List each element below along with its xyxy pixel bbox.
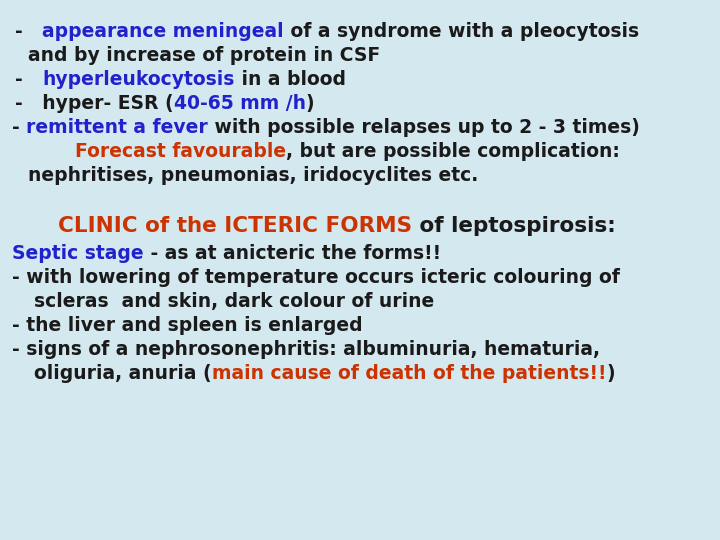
Text: main cause of death of the patients!!: main cause of death of the patients!! [212, 364, 606, 383]
Text: - signs of a nephrosonephritis: albuminuria, hematuria,: - signs of a nephrosonephritis: albuminu… [12, 340, 600, 359]
Text: of a syndrome with a pleocytosis: of a syndrome with a pleocytosis [284, 22, 639, 41]
Text: - as at anicteric the forms!!: - as at anicteric the forms!! [143, 244, 441, 263]
Text: - the liver and spleen is enlarged: - the liver and spleen is enlarged [12, 316, 363, 335]
Text: ): ) [606, 364, 615, 383]
Text: - with lowering of temperature occurs icteric colouring of: - with lowering of temperature occurs ic… [12, 268, 620, 287]
Text: CLINIC of the ICTERIC FORMS: CLINIC of the ICTERIC FORMS [58, 216, 412, 236]
Text: appearance meningeal: appearance meningeal [42, 22, 284, 41]
Text: with possible relapses up to 2 - 3 times): with possible relapses up to 2 - 3 times… [208, 118, 640, 137]
Text: Forecast favourable: Forecast favourable [75, 142, 286, 161]
Text: nephritises, pneumonias, iridocyclites etc.: nephritises, pneumonias, iridocyclites e… [28, 166, 478, 185]
Text: ): ) [305, 94, 314, 113]
Text: -: - [15, 22, 42, 41]
Text: scleras  and skin, dark colour of urine: scleras and skin, dark colour of urine [34, 292, 434, 311]
Text: -: - [12, 118, 26, 137]
Text: , but are possible complication:: , but are possible complication: [286, 142, 620, 161]
Text: hyperleukocytosis: hyperleukocytosis [42, 70, 235, 89]
Text: Septic stage: Septic stage [12, 244, 143, 263]
Text: 40-65 mm /h: 40-65 mm /h [174, 94, 305, 113]
Text: -   hyper- ESR (: - hyper- ESR ( [15, 94, 174, 113]
Text: and by increase of protein in CSF: and by increase of protein in CSF [28, 46, 380, 65]
Text: of leptospirosis:: of leptospirosis: [412, 216, 616, 236]
Text: -: - [15, 70, 42, 89]
Text: in a blood: in a blood [235, 70, 346, 89]
Text: oliguria, anuria (: oliguria, anuria ( [34, 364, 212, 383]
Text: remittent a fever: remittent a fever [26, 118, 208, 137]
